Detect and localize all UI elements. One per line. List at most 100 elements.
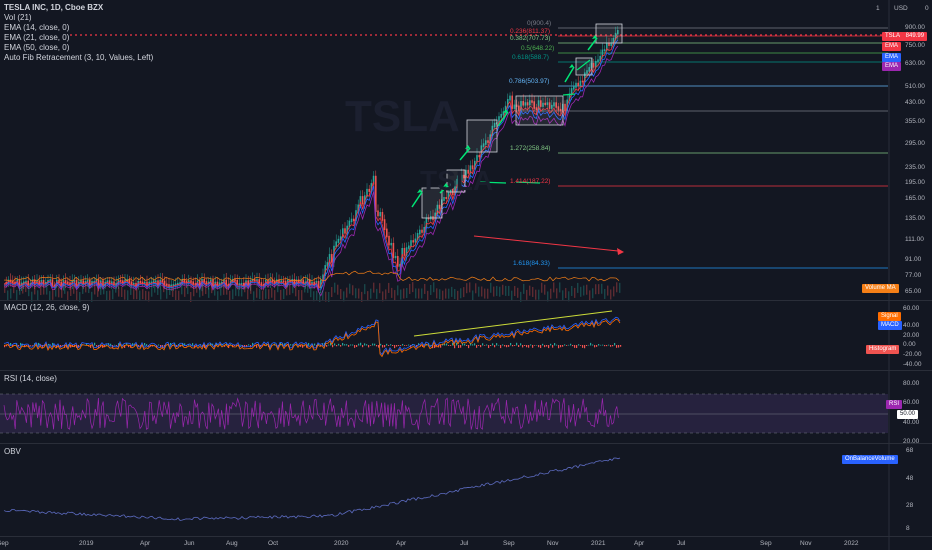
histogram-bar: [306, 345, 308, 348]
time-axis-label[interactable]: Apr: [396, 540, 407, 547]
time-axis-label[interactable]: 2021: [591, 540, 606, 547]
volume-bar: [406, 288, 408, 299]
time-axis-label[interactable]: Sep: [503, 540, 515, 547]
volume-bar: [172, 286, 174, 297]
price-axis-label[interactable]: 111.00: [905, 236, 924, 243]
volume-bar: [403, 288, 405, 299]
time-axis-label[interactable]: Sep: [0, 540, 9, 547]
price-axis-label[interactable]: 510.00: [905, 83, 925, 90]
volume-bar: [226, 284, 228, 295]
time-axis-label[interactable]: Apr: [634, 540, 645, 547]
obv-axis-label[interactable]: 48: [906, 475, 914, 482]
macd-title[interactable]: MACD (12, 26, close, 9): [4, 303, 90, 312]
histogram-bar: [468, 345, 470, 349]
histogram-bar: [78, 345, 80, 348]
price-axis-label[interactable]: 900.00: [905, 24, 925, 31]
macd-axis-label[interactable]: 20.00: [903, 332, 920, 339]
volume-bar: [439, 289, 441, 300]
time-axis-label[interactable]: Jul: [677, 540, 686, 547]
obv-axis-label[interactable]: 68: [906, 447, 914, 454]
pane-separator[interactable]: [0, 443, 932, 444]
candle-body: [511, 95, 513, 109]
pane-separator[interactable]: [0, 300, 932, 301]
histogram-bar: [500, 345, 502, 349]
time-axis-label[interactable]: 2022: [844, 540, 859, 547]
indicator-ema-14[interactable]: EMA (14, close, 0): [4, 23, 70, 32]
price-axis-label[interactable]: 355.00: [905, 118, 925, 125]
indicator-ema-21[interactable]: EMA (21, close, 0): [4, 33, 70, 42]
time-axis-label[interactable]: 2019: [79, 540, 94, 547]
price-axis-label[interactable]: 135.00: [905, 215, 925, 222]
macd-axis-label[interactable]: -20.00: [903, 351, 922, 358]
candle-body: [166, 283, 168, 286]
rsi-axis-label[interactable]: 40.00: [903, 419, 920, 426]
candle-body: [410, 240, 412, 248]
candle-body: [474, 160, 476, 170]
time-axis-label[interactable]: Apr: [140, 540, 151, 547]
candle-body: [353, 218, 355, 222]
obv-axis-label[interactable]: 8: [906, 525, 910, 532]
price-axis-label[interactable]: 430.00: [905, 99, 925, 106]
candle-body: [390, 242, 392, 246]
volume-bar: [361, 291, 363, 302]
macd-axis-label[interactable]: 40.00: [903, 322, 920, 329]
symbol-title[interactable]: TESLA INC, 1D, Cboe BZX: [4, 3, 104, 12]
indicator-volume[interactable]: Vol (21): [4, 13, 32, 22]
price-axis-label[interactable]: 65.00: [905, 288, 922, 295]
price-axis-label[interactable]: 295.00: [905, 140, 925, 147]
volume-bar: [424, 283, 426, 294]
time-axis-label[interactable]: 2020: [334, 540, 349, 547]
histogram-bar: [456, 342, 458, 346]
histogram-bar: [484, 345, 486, 346]
candle-body: [491, 125, 494, 136]
price-axis-label[interactable]: 77.00: [905, 272, 922, 279]
price-axis-label[interactable]: 195.00: [905, 179, 925, 186]
time-axis-label[interactable]: Nov: [800, 540, 812, 547]
rsi-title[interactable]: RSI (14, close): [4, 374, 57, 383]
price-axis-label[interactable]: 91.00: [905, 256, 922, 263]
price-axis-label[interactable]: 165.00: [905, 195, 925, 202]
indicator-auto-fib[interactable]: Auto Fib Retracement (3, 10, Values, Lef…: [4, 53, 154, 62]
obv-axis-label[interactable]: 28: [906, 502, 914, 509]
price-axis-label[interactable]: 235.00: [905, 164, 925, 171]
candle-body: [412, 240, 414, 243]
histogram-bar: [560, 345, 562, 348]
volume-bar: [580, 286, 582, 297]
rsi-axis-label[interactable]: 80.00: [903, 380, 920, 387]
candle-body: [146, 281, 148, 286]
price-axis-label[interactable]: 630.00: [905, 60, 925, 67]
time-axis-label[interactable]: Oct: [268, 540, 279, 547]
ema-line: [3, 39, 619, 291]
currency-label[interactable]: USD: [894, 5, 908, 12]
candle-body: [194, 283, 197, 285]
obv-title[interactable]: OBV: [4, 447, 21, 456]
scale-mode-label[interactable]: 1: [876, 5, 880, 12]
candle-body: [463, 174, 465, 179]
time-axis-label[interactable]: Jul: [460, 540, 469, 547]
macd-axis-label[interactable]: 0.00: [903, 341, 916, 348]
histogram-bar: [600, 344, 602, 346]
candle-body: [392, 242, 395, 259]
time-axis-label[interactable]: Jun: [184, 540, 195, 547]
macd-axis-label[interactable]: -40.00: [903, 361, 922, 368]
rsi-axis-label[interactable]: 60.00: [903, 399, 920, 406]
scale-mode-label-2[interactable]: 0: [925, 5, 929, 12]
histogram-bar: [18, 345, 20, 347]
histogram-bar: [6, 345, 8, 347]
time-axis-label[interactable]: Nov: [547, 540, 559, 547]
volume-bar: [241, 286, 243, 297]
pane-separator[interactable]: [0, 370, 932, 371]
macd-axis-label[interactable]: 60.00: [903, 305, 920, 312]
time-axis-label[interactable]: Aug: [226, 540, 238, 547]
histogram-bar: [338, 343, 340, 346]
price-axis-label[interactable]: 750.00: [905, 42, 925, 49]
time-axis-label[interactable]: Sep: [760, 540, 772, 547]
candle-body: [335, 241, 337, 248]
candle-body: [207, 281, 210, 285]
rsi-axis-label[interactable]: 20.00: [903, 438, 920, 445]
volume-bar: [127, 290, 129, 301]
indicator-ema-50[interactable]: EMA (50, close, 0): [4, 43, 70, 52]
volume-bar: [115, 282, 117, 293]
